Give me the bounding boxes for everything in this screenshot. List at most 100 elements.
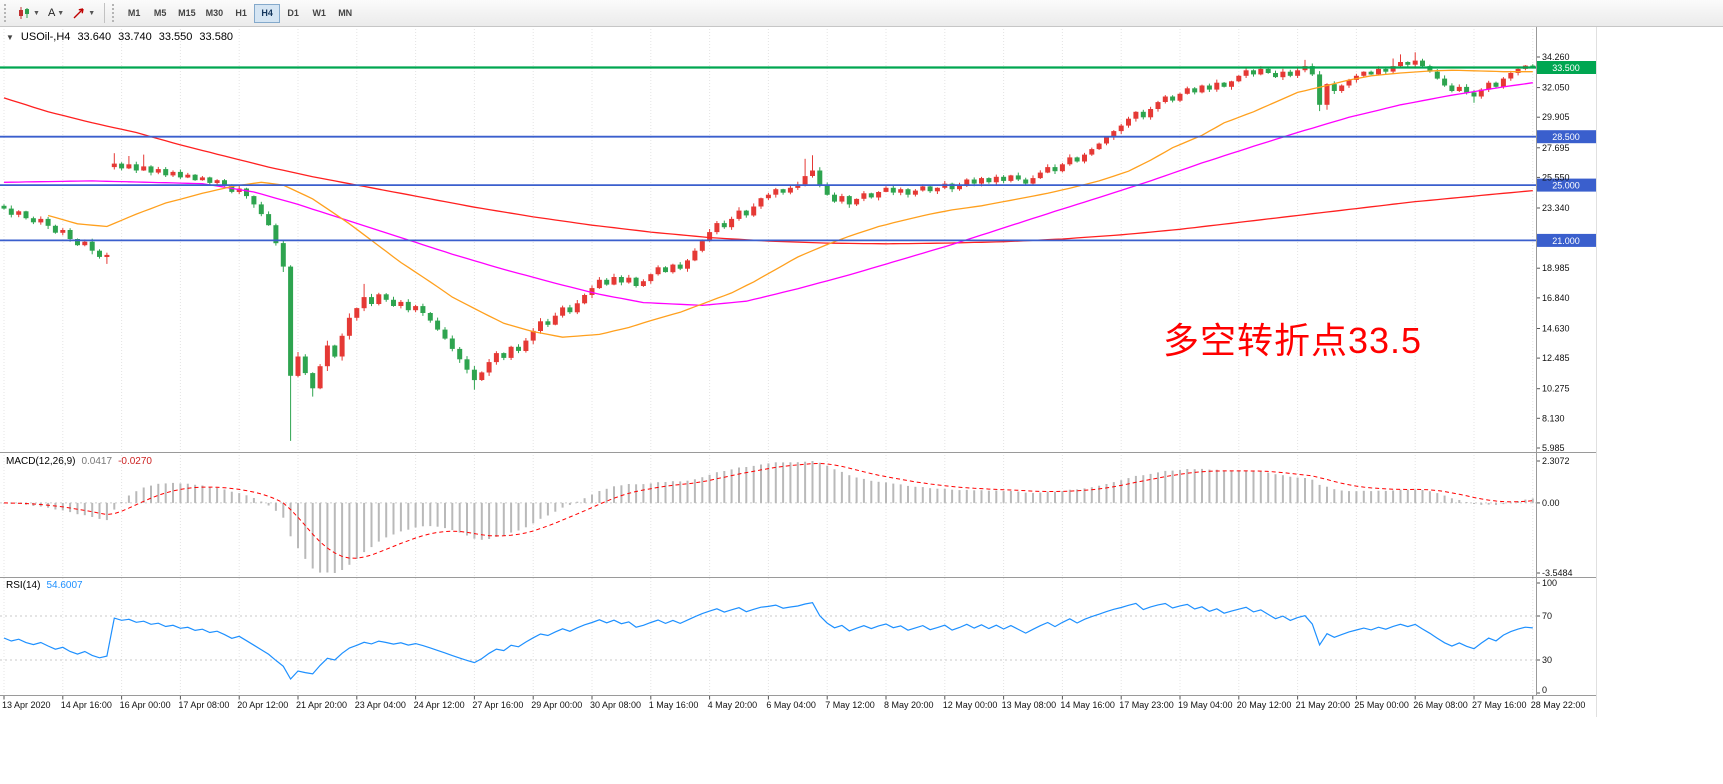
candle-body (1478, 89, 1484, 97)
arrow-tool-button[interactable]: ▼ (68, 3, 99, 24)
timeframe-button-h4[interactable]: H4 (254, 3, 281, 23)
macd-histogram-bar (1237, 471, 1240, 503)
macd-histogram-bar (1502, 502, 1505, 505)
candle-body (104, 254, 110, 257)
candle-body (567, 307, 573, 313)
macd-histogram-bar (135, 491, 138, 503)
macd-histogram-bar (127, 495, 130, 503)
timeframe-button-m15[interactable]: M15 (173, 4, 201, 23)
time-label: 24 Apr 12:00 (414, 700, 465, 710)
macd-histogram-bar (1289, 476, 1292, 503)
candle-body (780, 189, 786, 193)
text-tool-button[interactable]: A ▼ (44, 3, 68, 24)
chart-canvas[interactable]: 33.500 28.500 25.000 21.000 34.260 32.050 29.9… (0, 27, 1723, 784)
candle-body (1111, 131, 1117, 138)
macd-histogram-bar (304, 502, 307, 559)
macd-histogram-bar (502, 502, 505, 536)
candle-body (1383, 68, 1389, 72)
candle-body (765, 194, 771, 199)
timeframe-button-m30[interactable]: M30 (201, 4, 229, 23)
candle-body (199, 177, 205, 181)
rsi-panel: 100 70 30 0 (0, 578, 1557, 695)
candle-body (795, 184, 801, 188)
macd-histogram-bar (973, 490, 976, 503)
candle-body (993, 176, 999, 183)
candle-body (207, 177, 213, 183)
candle-body (523, 340, 529, 351)
macd-histogram-bar (546, 502, 549, 516)
candle-body (1471, 92, 1477, 97)
candle-body (23, 211, 29, 219)
macd-histogram-bar (1281, 475, 1284, 503)
macd-histogram-bar (664, 482, 667, 503)
candle-body (486, 362, 492, 373)
candle-body (1192, 88, 1198, 93)
candlestick-chart-button[interactable]: ▼ (13, 3, 44, 24)
candle-body (170, 171, 176, 176)
candle-body (868, 193, 874, 198)
macd-histogram-bar (1392, 490, 1395, 503)
macd-histogram-bar (730, 469, 733, 503)
macd-histogram-bar (355, 502, 358, 559)
macd-histogram-bar (899, 484, 902, 503)
candle-body (582, 295, 588, 304)
timeframe-button-d1[interactable]: D1 (280, 4, 306, 23)
candle-body (376, 294, 382, 304)
macd-histogram-bar (995, 490, 998, 503)
macd-histogram-bar (1465, 502, 1468, 503)
toolbar-grip[interactable] (112, 4, 117, 22)
macd-histogram-bar (892, 483, 895, 503)
macd-histogram-bar (444, 502, 446, 529)
toolbar-grip[interactable] (4, 4, 9, 22)
macd-histogram-bar (1112, 482, 1115, 503)
candle-body (898, 189, 904, 193)
timeframe-button-mn[interactable]: MN (332, 4, 358, 23)
candle-body (45, 218, 51, 226)
one-click-trading-icon[interactable]: ▼ (6, 32, 14, 42)
candle-body (1353, 75, 1359, 80)
candle-body (670, 264, 676, 273)
macd-histogram-bar (1090, 487, 1093, 503)
macd-histogram-bar (738, 467, 740, 503)
candle-body (1074, 157, 1080, 162)
candle-body (685, 260, 690, 269)
time-label: 17 May 23:00 (1119, 700, 1174, 710)
candle-body (883, 187, 889, 192)
candle-body (280, 243, 286, 267)
candle-body (1023, 179, 1029, 184)
macd-histogram-bar (274, 502, 277, 511)
candle-body (391, 299, 396, 306)
candle-body (964, 179, 970, 185)
candle-body (1420, 60, 1425, 67)
macd-histogram-bar (605, 488, 608, 503)
timeframe-button-m1[interactable]: M1 (121, 4, 147, 23)
candle-body (560, 307, 566, 316)
candle-body (1508, 73, 1514, 79)
timeframe-button-w1[interactable]: W1 (306, 4, 332, 23)
horizontal-level-lines[interactable] (0, 66, 1536, 242)
price-tick-label: 18.985 (1542, 263, 1570, 273)
timeframe-button-h1[interactable]: H1 (228, 4, 254, 23)
macd-histogram-bar (1201, 468, 1203, 503)
chart-annotation[interactable]: 多空转折点33.5 (1163, 320, 1423, 361)
candle-body (890, 187, 896, 193)
macd-histogram-bar (488, 502, 491, 539)
time-label: 4 May 20:00 (708, 700, 758, 710)
candle-body (1427, 66, 1433, 72)
candle-body (552, 315, 558, 325)
candle-body (67, 230, 73, 239)
macd-histogram-bar (436, 502, 439, 527)
macd-histogram-bar (1531, 498, 1534, 503)
candle-body (854, 198, 860, 205)
macd-histogram-bar (297, 502, 299, 549)
time-label: 16 Apr 00:00 (120, 700, 171, 710)
macd-histogram-bar (414, 502, 417, 528)
candle-body (1126, 118, 1131, 126)
ohlc-open: 33.640 (77, 31, 112, 43)
timeframe-button-m5[interactable]: M5 (147, 4, 173, 23)
time-label: 1 May 16:00 (649, 700, 699, 710)
macd-histogram-bar (495, 502, 498, 537)
macd-histogram-bar (1024, 492, 1027, 503)
macd-histogram-bar (929, 488, 932, 503)
macd-histogram-bar (539, 502, 542, 519)
